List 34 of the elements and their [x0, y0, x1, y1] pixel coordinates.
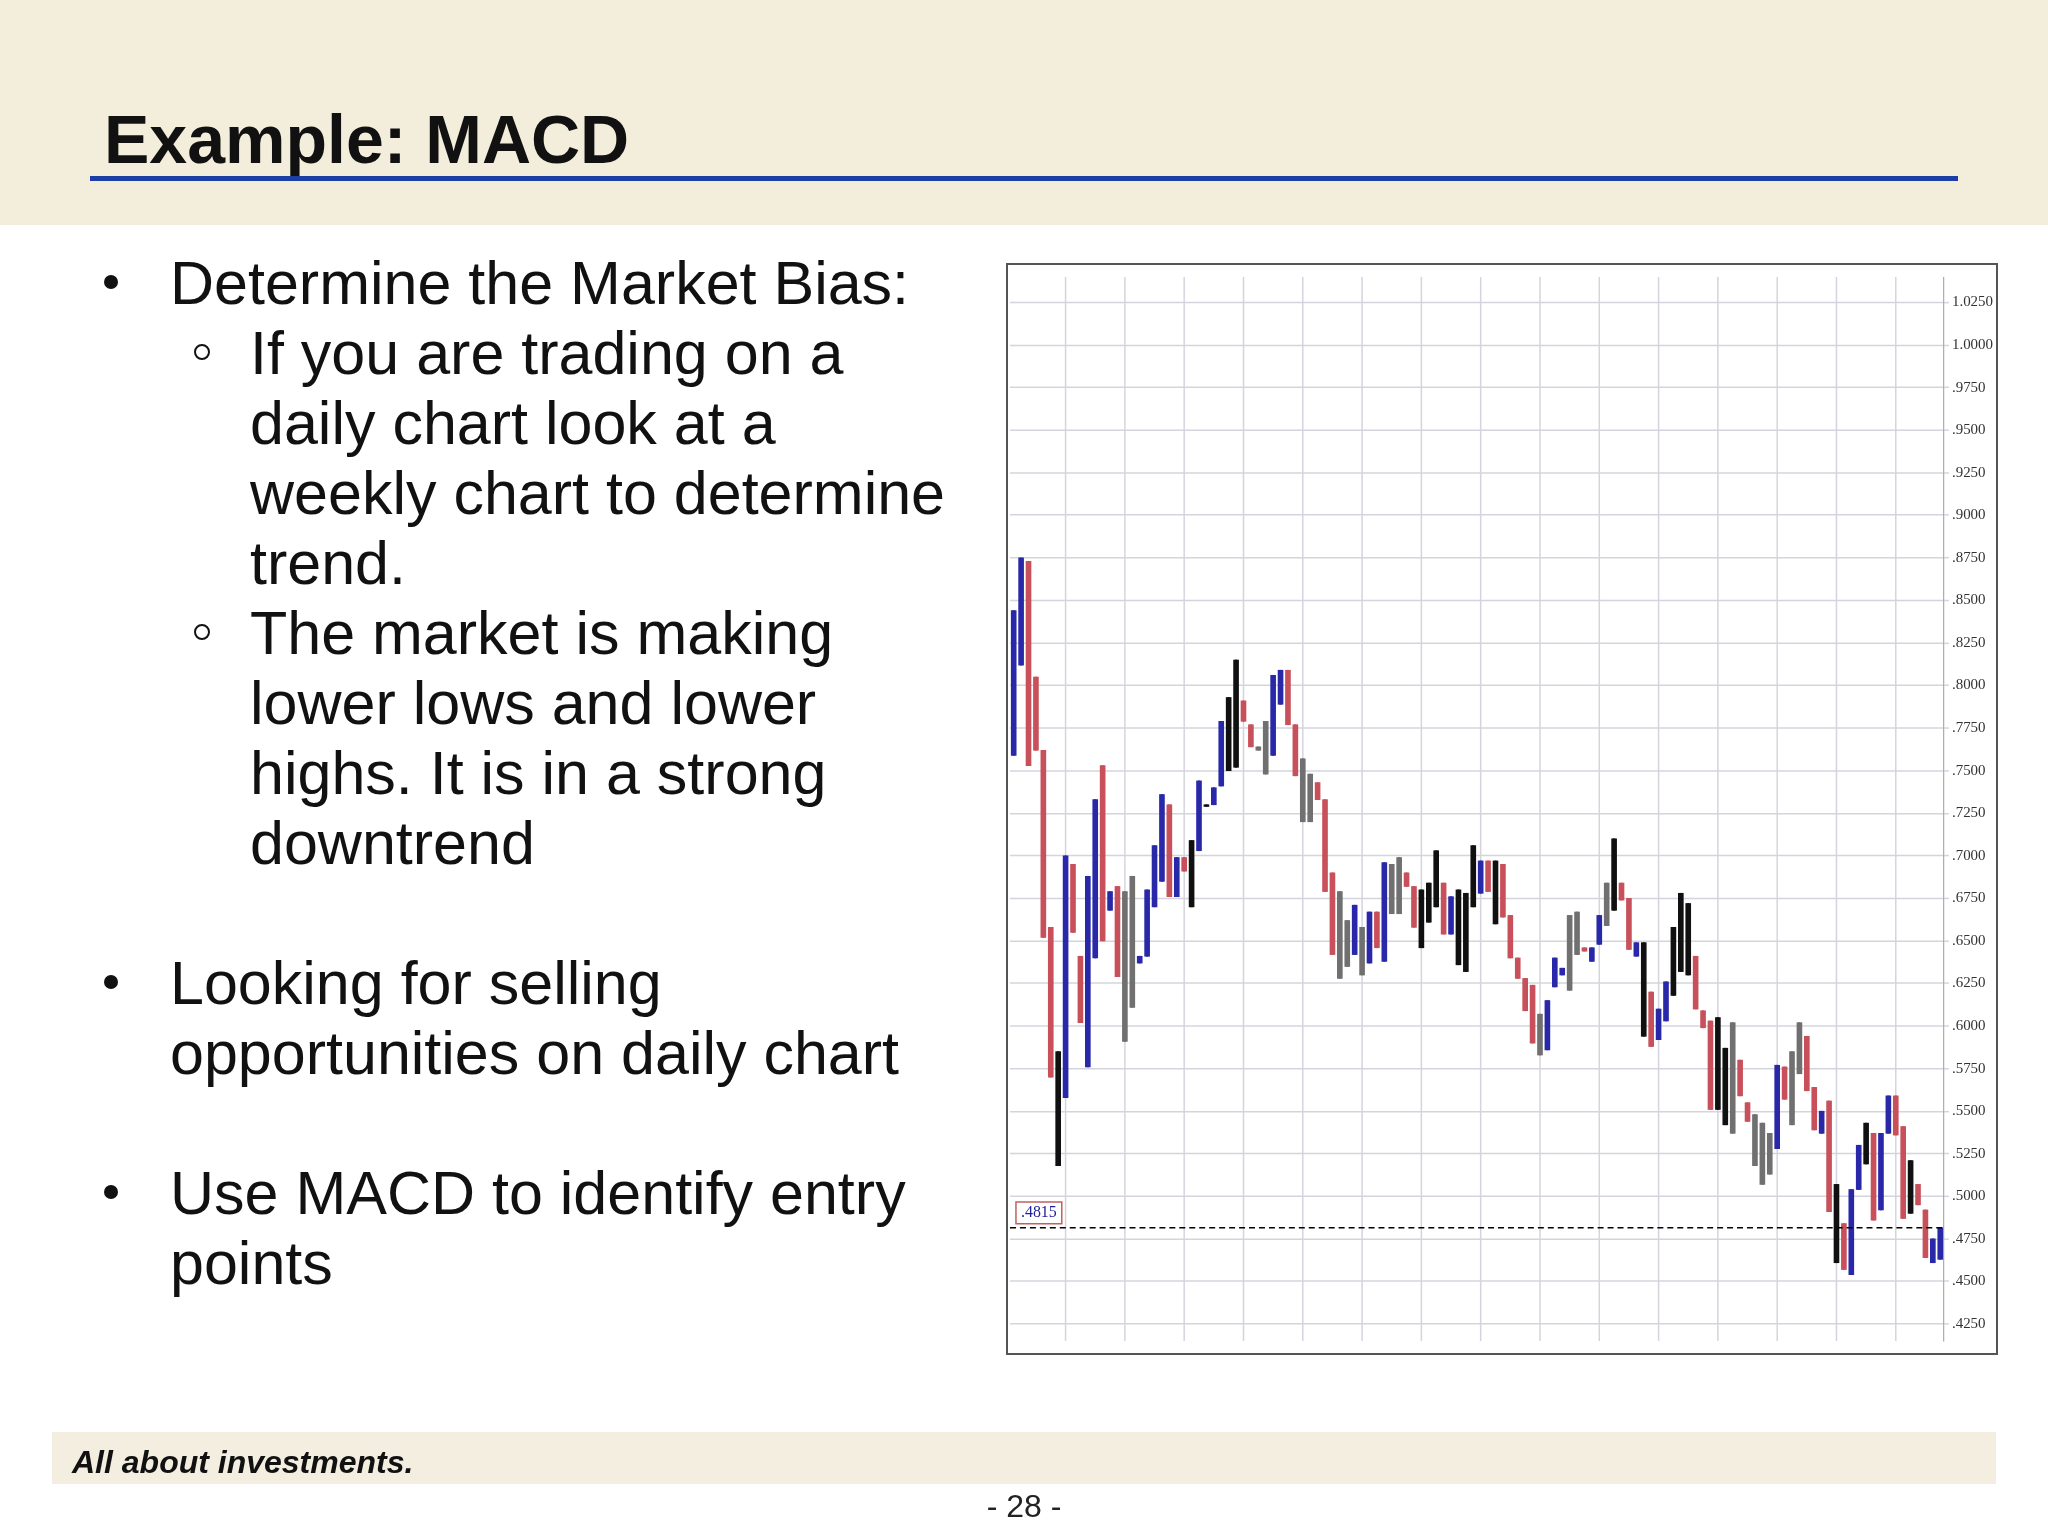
ref-line-label: .4815	[1020, 1203, 1057, 1221]
y-tick-label: .6750	[1951, 889, 1986, 906]
y-tick-label: .6250	[1951, 974, 1986, 991]
y-tick-label: .9750	[1951, 378, 1986, 395]
text: Determine the Market Bias:	[170, 249, 910, 317]
y-tick-label: .5500	[1951, 1102, 1986, 1119]
text: The market is making lower lows and lower highs. It is in a strong downtrend	[250, 599, 834, 877]
text: - 28 -	[985, 1488, 1063, 1525]
text: Looking for selling opportunities on daily chart	[170, 949, 900, 1087]
text: All about investments.	[72, 1444, 414, 1481]
y-tick-label: .7000	[1951, 846, 1986, 863]
text: Use MACD to identify entry points	[170, 1159, 906, 1297]
y-tick-label: .9500	[1951, 421, 1986, 438]
y-tick-label: .5250	[1951, 1144, 1986, 1161]
y-tick-label: .8500	[1951, 591, 1986, 608]
y-tick-label: 1.0250	[1951, 293, 1993, 310]
y-tick-label: .4750	[1951, 1229, 1986, 1246]
y-tick-label: .8750	[1951, 548, 1986, 565]
y-tick-label: .9250	[1951, 463, 1986, 480]
y-tick-label: .4250	[1951, 1314, 1986, 1331]
y-tick-label: .7250	[1951, 804, 1986, 821]
y-tick-label: .7500	[1951, 761, 1986, 778]
y-tick-label: .4500	[1951, 1272, 1986, 1289]
y-tick-label: .5000	[1951, 1187, 1986, 1204]
y-tick-label: .8000	[1951, 676, 1986, 693]
y-tick-label: .7750	[1951, 719, 1986, 736]
y-tick-label: .6500	[1951, 931, 1986, 948]
y-tick-label: .5750	[1951, 1059, 1986, 1076]
text: Example: MACD	[104, 100, 630, 178]
y-tick-label: .6000	[1951, 1016, 1986, 1033]
y-tick-label: .8250	[1951, 633, 1986, 650]
y-tick-label: 1.0000	[1951, 335, 1993, 352]
y-tick-label: .9000	[1951, 506, 1986, 523]
text: If you are trading on a daily chart look at a weekly chart to determine trend.	[250, 319, 946, 597]
